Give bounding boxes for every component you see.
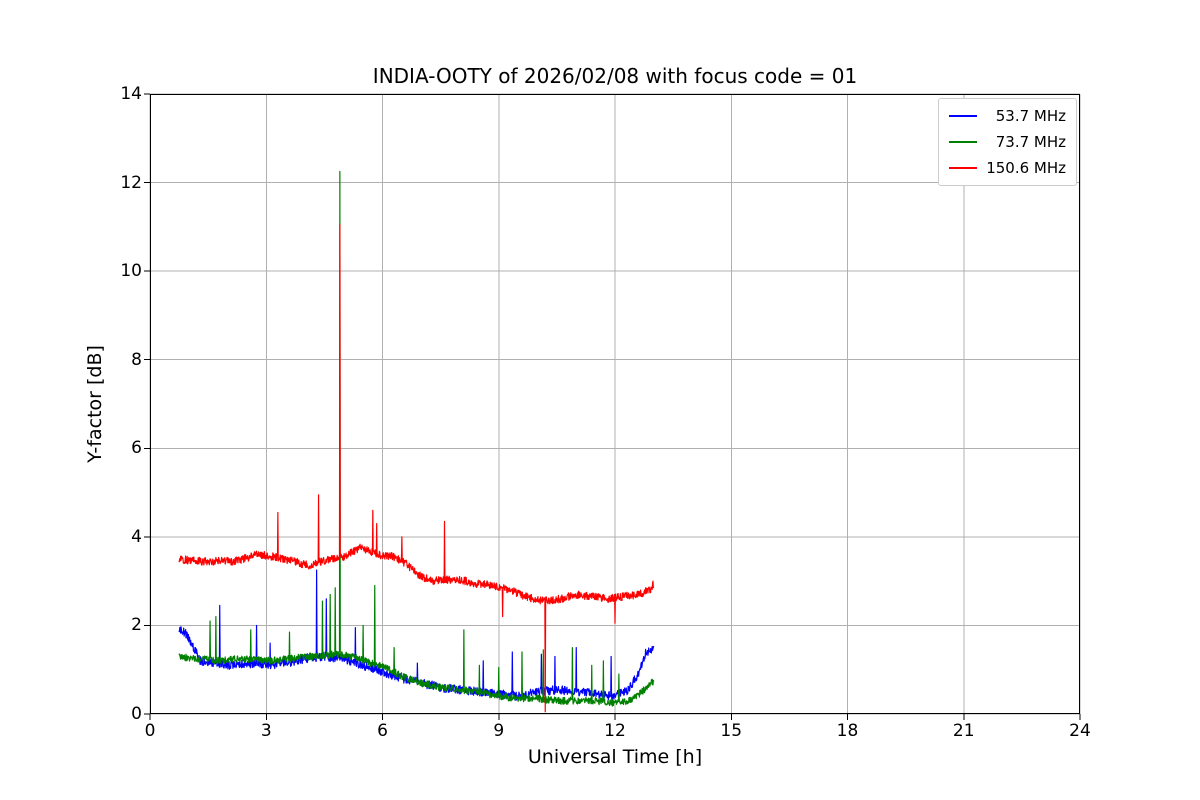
- y-tick-label: 10: [120, 261, 142, 282]
- plot-canvas: [144, 93, 1081, 720]
- legend-label: 150.6 MHz: [986, 159, 1066, 177]
- x-tick-label: 12: [604, 721, 626, 741]
- plot-area: 53.7 MHz 73.7 MHz 150.6 MHz: [144, 93, 1081, 720]
- legend-item: 53.7 MHz: [949, 107, 1066, 125]
- y-tick-label: 12: [120, 172, 142, 193]
- legend-swatch: [949, 141, 977, 143]
- x-tick-labels: 0 3 6 9 12 15 18 21 24: [0, 721, 1200, 747]
- y-tick-label: 0: [131, 704, 142, 724]
- y-tick-label: 2: [131, 615, 142, 636]
- legend: 53.7 MHz 73.7 MHz 150.6 MHz: [938, 98, 1077, 186]
- series-line-150.6-MHz: [178, 224, 655, 713]
- x-tick-label: 18: [836, 721, 859, 741]
- x-axis-label: Universal Time [h]: [527, 746, 703, 768]
- series-line-73.7-MHz: [178, 170, 655, 707]
- legend-swatch: [949, 115, 977, 117]
- x-tick-label: 0: [144, 721, 156, 741]
- legend-label: 53.7 MHz: [995, 107, 1066, 125]
- y-tick-label: 4: [131, 526, 142, 547]
- plot-frame: [150, 94, 1080, 714]
- y-tick-labels: 0 2 4 6 8 10 12 14: [0, 0, 142, 800]
- chart-title: INDIA-OOTY of 2026/02/08 with focus code…: [372, 64, 858, 88]
- x-tick-label: 6: [377, 721, 388, 741]
- legend-label: 73.7 MHz: [995, 133, 1066, 151]
- y-tick-label: 8: [131, 349, 142, 370]
- x-tick-label: 15: [720, 721, 743, 741]
- legend-item: 150.6 MHz: [949, 159, 1066, 177]
- legend-item: 73.7 MHz: [949, 133, 1066, 151]
- y-tick-label: 14: [120, 84, 142, 104]
- legend-swatch: [949, 167, 977, 169]
- y-tick-label: 6: [131, 438, 142, 459]
- x-tick-label: 24: [1069, 721, 1091, 741]
- x-tick-label: 9: [493, 721, 505, 741]
- x-tick-label: 21: [952, 721, 975, 741]
- x-tick-label: 3: [260, 721, 272, 741]
